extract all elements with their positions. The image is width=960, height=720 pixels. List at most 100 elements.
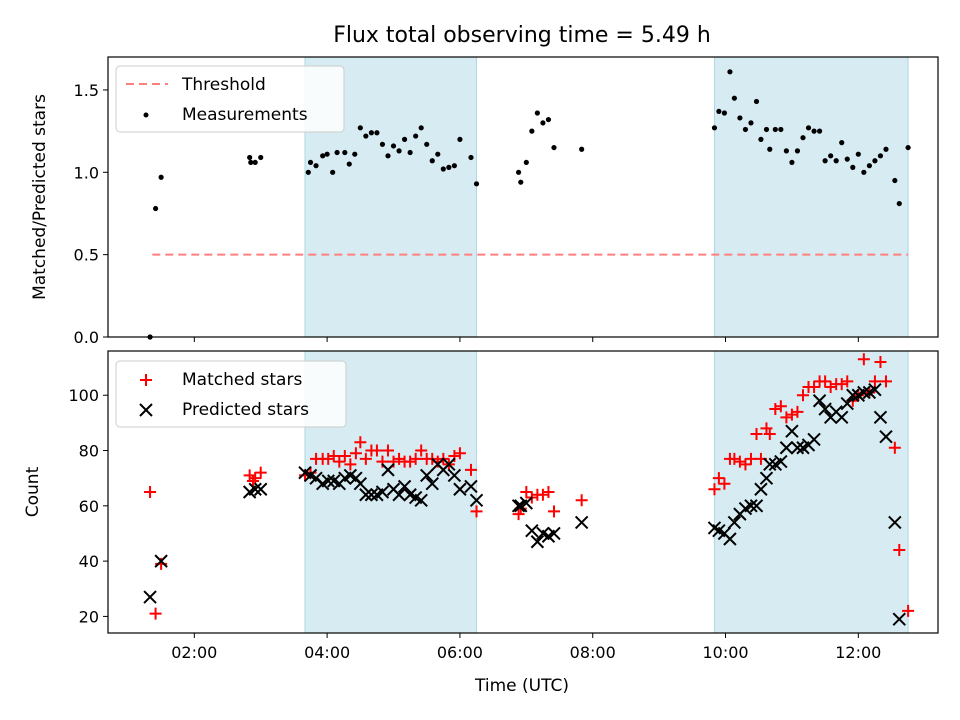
measurement-point bbox=[833, 158, 839, 164]
ratio-legend-box bbox=[115, 65, 345, 133]
matched-stars-point bbox=[333, 455, 346, 468]
matched-stars-point bbox=[733, 455, 746, 468]
measurement-point bbox=[401, 136, 408, 142]
predicted-stars-point bbox=[785, 424, 799, 438]
measurement-point bbox=[872, 158, 878, 164]
measurement-point bbox=[711, 125, 718, 131]
measurement-point bbox=[896, 200, 902, 207]
matched-stars-point bbox=[338, 450, 351, 463]
measurement-point bbox=[515, 169, 522, 175]
predicted-stars-point bbox=[469, 493, 484, 508]
predicted-stars-point bbox=[892, 612, 906, 626]
matched-stars-point bbox=[819, 375, 832, 388]
matched-stars-point bbox=[902, 604, 915, 617]
matched-stars-point bbox=[750, 427, 763, 440]
measurement-point bbox=[828, 153, 834, 159]
measurement-point bbox=[158, 174, 164, 180]
predicted-stars-point bbox=[574, 515, 589, 530]
x-axis-label: Time (UTC) bbox=[474, 676, 569, 696]
measurement-point bbox=[390, 143, 397, 149]
measurement-point bbox=[811, 128, 817, 134]
measurement-point bbox=[805, 125, 812, 131]
measurement-point bbox=[385, 153, 391, 159]
matched-stars-point bbox=[708, 483, 721, 496]
matched-stars-point bbox=[835, 378, 848, 391]
predicted-stars-point bbox=[364, 488, 379, 502]
matched-stars-point bbox=[249, 472, 262, 485]
predicted-stars-point bbox=[420, 468, 434, 483]
measurement-point bbox=[324, 151, 330, 157]
measurement-point bbox=[523, 159, 529, 166]
measurement-point bbox=[518, 179, 524, 185]
measurement-point bbox=[892, 177, 898, 184]
measurement-point bbox=[307, 159, 314, 166]
measurement-point bbox=[446, 164, 452, 170]
x-tick-label: 04:00 bbox=[304, 643, 350, 662]
measurement-point bbox=[451, 163, 457, 169]
x-tick-label: 06:00 bbox=[437, 643, 483, 662]
ratio-panel-ticks: 0.0 0.5 1.0 1.5 bbox=[74, 81, 859, 347]
measurement-point bbox=[579, 146, 585, 152]
measurement-point bbox=[330, 169, 336, 175]
measurement-point bbox=[305, 169, 311, 175]
measurement-point bbox=[407, 149, 413, 156]
predicted-stars-point bbox=[888, 515, 902, 530]
predicted-stars-point bbox=[790, 441, 805, 455]
predicted-stars-point bbox=[749, 499, 764, 513]
measurement-point bbox=[435, 151, 441, 157]
count-legend: Matched stars Predicted stars bbox=[115, 360, 347, 428]
matched-stars-point bbox=[246, 474, 259, 487]
predicted-stars-point bbox=[754, 482, 768, 496]
measurement-point bbox=[783, 148, 789, 154]
matched-stars-point bbox=[415, 444, 428, 457]
measurement-point bbox=[247, 154, 253, 161]
matched-stars-point bbox=[536, 488, 549, 501]
measurement-point bbox=[861, 169, 867, 175]
x-tick-label: 08:00 bbox=[570, 643, 616, 662]
measurement-point bbox=[877, 153, 884, 159]
predicted-stars-point bbox=[763, 457, 777, 472]
predicted-stars-point bbox=[414, 493, 428, 508]
predicted-legend-marker bbox=[139, 403, 153, 417]
matched-legend-marker bbox=[140, 374, 152, 386]
measurements-legend-marker bbox=[143, 112, 149, 118]
matched-stars-point bbox=[763, 427, 776, 440]
matched-stars-point bbox=[841, 375, 854, 388]
measurement-point bbox=[413, 133, 419, 139]
y-tick-label: 60 bbox=[79, 497, 99, 516]
matched-stars-point bbox=[868, 375, 881, 388]
measurement-point bbox=[429, 158, 435, 164]
predicted-stars-point bbox=[547, 526, 561, 541]
measurement-point bbox=[368, 130, 374, 136]
predicted-stars-point bbox=[248, 482, 262, 496]
predicted-stars-point bbox=[879, 429, 893, 444]
matched-stars-point bbox=[547, 505, 560, 518]
measurements-legend-label: Measurements bbox=[182, 105, 308, 125]
measurement-point bbox=[716, 108, 722, 114]
shaded-interval bbox=[713, 56, 909, 338]
measurement-point bbox=[352, 151, 358, 157]
matched-stars-point bbox=[512, 508, 525, 521]
matched-stars-point bbox=[542, 486, 555, 498]
matched-stars-point bbox=[857, 353, 870, 366]
y-tick-label: 1.0 bbox=[74, 163, 99, 182]
measurement-point bbox=[473, 181, 480, 187]
x-tick-label: 10:00 bbox=[702, 643, 748, 662]
ratio-y-axis-label: Matched/Predicted stars bbox=[30, 94, 50, 300]
measurement-point bbox=[320, 153, 326, 159]
matched-stars-point bbox=[464, 463, 477, 476]
measurement-point bbox=[534, 110, 540, 116]
measurement-point bbox=[346, 161, 352, 167]
measurement-point bbox=[468, 154, 474, 161]
predicted-stars-point bbox=[519, 496, 534, 510]
matched-stars-point bbox=[796, 389, 809, 402]
y-tick-label: 20 bbox=[79, 607, 99, 626]
matched-stars-point bbox=[349, 447, 362, 460]
y-tick-label: 1.5 bbox=[74, 81, 99, 100]
matched-stars-point bbox=[393, 452, 406, 465]
measurement-point bbox=[396, 148, 402, 154]
measurement-point bbox=[334, 149, 340, 156]
measurement-point bbox=[772, 126, 778, 133]
predicted-stars-point bbox=[835, 410, 849, 425]
